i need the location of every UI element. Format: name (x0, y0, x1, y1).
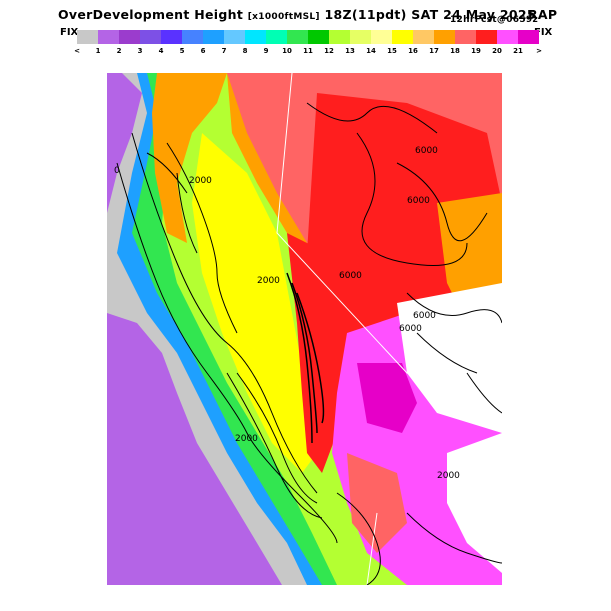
north-coast-orange (152, 73, 227, 243)
colorbar-swatch (287, 30, 308, 44)
contour-line (291, 282, 318, 434)
colorbar-swatch (455, 30, 476, 44)
forecast-hour: 12hrFcst@0659z (450, 15, 538, 25)
contour-line (406, 512, 502, 564)
title-text: OverDevelopment Height (58, 7, 244, 22)
contour-label: 2000 (257, 276, 280, 286)
colorbar (77, 30, 539, 44)
contour-line (306, 102, 438, 134)
contour-label: 2000 (437, 471, 460, 481)
south-salmon-patch (347, 453, 407, 553)
colorbar-swatch (329, 30, 350, 44)
colorbar-swatch (518, 30, 539, 44)
contour-line (286, 272, 313, 444)
colorbar-tick-label: 19 (471, 47, 481, 55)
border-line-south (366, 512, 378, 585)
contour-line (296, 292, 325, 424)
colorbar-swatch (266, 30, 287, 44)
contour-line (116, 162, 338, 544)
colorbar-ticks: <1 2 3 4 5 6 7 8 9 10 11 12 13 14 15 16 17 18 19 20 21 > (70, 47, 542, 57)
colorbar-fix-right: FIX (534, 27, 553, 38)
contour-label: 6000 (339, 271, 362, 281)
colorbar-tick-label: > (536, 47, 542, 55)
colorbar-swatch (98, 30, 119, 44)
contour-line (396, 162, 488, 242)
colorbar-tick-label: 21 (513, 47, 523, 55)
colorbar-swatch (203, 30, 224, 44)
colorbar-tick-label: 10 (282, 47, 292, 55)
colorbar-tick-label: 8 (242, 47, 248, 55)
state-border-line (276, 73, 488, 394)
colorbar-tick-label: < (74, 47, 80, 55)
colorbar-swatch (392, 30, 413, 44)
contour-line (406, 292, 502, 324)
colorbar-tick-label: 16 (408, 47, 418, 55)
colorbar-swatch (77, 30, 98, 44)
coastal-zone-north (107, 73, 142, 213)
central-valley-yellow (192, 133, 317, 473)
colorbar-tick-label: 15 (387, 47, 397, 55)
colorbar-tick-label: 11 (303, 47, 313, 55)
colorbar-swatch (161, 30, 182, 44)
colorbar-swatch (413, 30, 434, 44)
contour-line (146, 152, 188, 194)
colorbar-swatch (371, 30, 392, 44)
colorbar-tick-label: 4 (158, 47, 164, 55)
contour-line (166, 142, 238, 334)
contour-lines (116, 102, 502, 585)
title-units: [x1000ftMSL] (247, 12, 320, 22)
colorbar-tick-label: 1 (95, 47, 101, 55)
colorbar-swatch (308, 30, 329, 44)
colorbar-tick-label: 9 (263, 47, 269, 55)
colorbar-tick-label: 12 (324, 47, 334, 55)
desert-deep-magenta (357, 363, 417, 433)
colorbar-swatch (224, 30, 245, 44)
desert-white-region (397, 283, 502, 433)
colorbar-swatch (140, 30, 161, 44)
contour-line (466, 372, 502, 414)
contour-line (226, 372, 323, 519)
contour-label: 0 (114, 166, 120, 176)
contour-line (416, 332, 478, 374)
coastal-zone-south (107, 313, 282, 585)
colorbar-tick-label: 3 (137, 47, 143, 55)
map-title: OverDevelopment Height [x1000ftMSL] 18Z(… (58, 7, 536, 22)
contour-label: 2000 (189, 176, 212, 186)
desert-white-south (447, 433, 502, 573)
colorbar-swatch (350, 30, 371, 44)
contour-label: 2000 (235, 434, 258, 444)
colorbar-tick-label: 2 (116, 47, 122, 55)
contour-label: 6000 (407, 196, 430, 206)
colorbar-tick-label: 6 (200, 47, 206, 55)
colorbar-swatch (476, 30, 497, 44)
colorbar-tick-label: 17 (429, 47, 439, 55)
model-name: RAP (528, 7, 557, 22)
colorbar-tick-label: 14 (366, 47, 376, 55)
contour-label: 6000 (399, 324, 422, 334)
contour-line (236, 372, 318, 504)
contour-line (131, 132, 318, 494)
contour-line (356, 132, 468, 266)
contour-label: 6000 (413, 311, 436, 321)
colorbar-tick-label: 13 (345, 47, 355, 55)
contour-label: 6000 (415, 146, 438, 156)
colorbar-tick-label: 18 (450, 47, 460, 55)
map-canvas: 6000 6000 6000 6000 6000 2000 2000 2000 … (107, 73, 502, 585)
model-label: RAP (528, 7, 558, 22)
colorbar-swatch (245, 30, 266, 44)
forecast-info: 12hrFcst@0659z (450, 10, 538, 25)
colorbar-swatch (182, 30, 203, 44)
colorbar-tick-label: 20 (492, 47, 502, 55)
contour-line (176, 172, 198, 254)
contour-line (336, 492, 381, 585)
colorbar-swatch (434, 30, 455, 44)
colorbar-fix-left: FIX (60, 27, 79, 38)
valid-time: 18Z(11pdt) SAT 24 May 2025 (324, 7, 536, 22)
sierra-red-ridge (287, 233, 367, 473)
colorbar-swatch (119, 30, 140, 44)
colorbar-swatch (497, 30, 518, 44)
colorbar-tick-label: 5 (179, 47, 185, 55)
colorbar-tick-label: 7 (221, 47, 227, 55)
